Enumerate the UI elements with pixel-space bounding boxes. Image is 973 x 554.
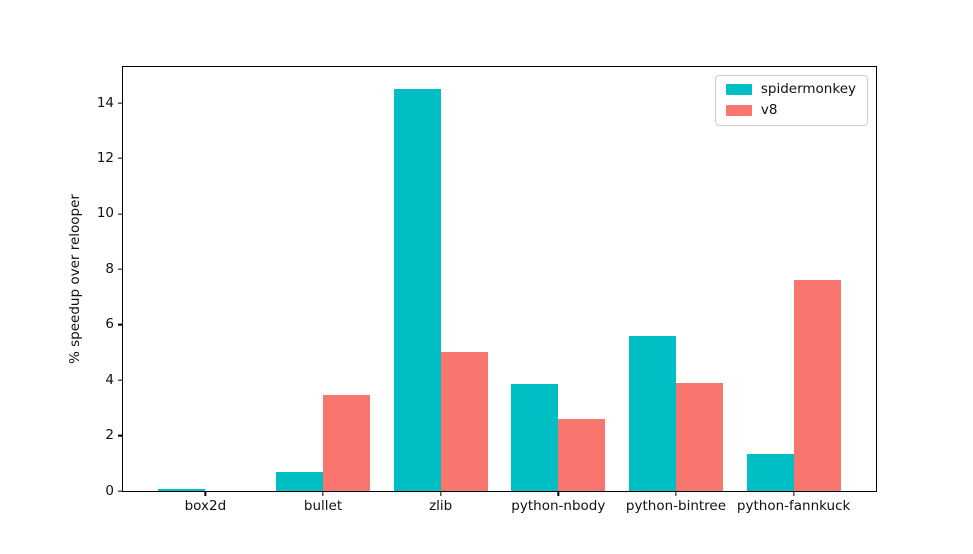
y-tick-mark [118, 102, 123, 104]
y-tick-mark [118, 213, 123, 215]
x-tick-label-python-fannkuck: python-fannkuck [736, 498, 851, 514]
bar-v8-python-nbody [558, 418, 606, 491]
bar-v8-python-fannkuck [793, 280, 841, 491]
bar-v8-zlib [440, 352, 488, 491]
bar-v8-python-bintree [675, 382, 724, 491]
y-tick-label: 12 [96, 149, 114, 166]
y-tick-label: 14 [96, 94, 114, 111]
bar-v8-bullet [323, 395, 371, 491]
bar-spidermonkey-python-fannkuck [746, 453, 794, 491]
y-tick-label: 0 [105, 482, 114, 499]
bar-spidermonkey-box2d [158, 488, 206, 491]
y-tick-label: 2 [105, 426, 114, 443]
bar-spidermonkey-zlib [393, 89, 441, 491]
y-tick-mark [118, 379, 123, 381]
y-tick-mark [118, 268, 123, 270]
plot-area: 0 2 4 6 8 10 12 14 box2d bullet zlib python-nbody p… [97, 66, 877, 513]
x-tick-mark [557, 491, 559, 496]
x-tick-label-box2d: box2d [184, 498, 227, 514]
bar-spidermonkey-python-bintree [628, 335, 676, 491]
y-tick-mark [118, 324, 123, 326]
y-tick-mark [118, 157, 123, 160]
x-tick-label-bullet: bullet [303, 498, 343, 514]
y-tick-label: 6 [105, 315, 114, 332]
x-tick-mark [440, 491, 442, 496]
legend-swatch-spidermonkey [725, 84, 752, 96]
x-tick-mark [792, 491, 795, 496]
x-tick-label-zlib: zlib [429, 498, 453, 514]
bar-spidermonkey-python-nbody [511, 384, 559, 491]
legend-label-v8: v8 [760, 101, 778, 118]
y-tick-label: 10 [96, 205, 114, 222]
x-tick-mark [675, 491, 677, 496]
legend: spidermonkey v8 [714, 75, 868, 126]
bar-spidermonkey-bullet [275, 471, 324, 491]
x-tick-label-python-nbody: python-nbody [511, 498, 606, 514]
x-tick-label-python-bintree: python-bintree [625, 498, 727, 514]
y-tick-label: 4 [105, 371, 114, 388]
y-tick-mark [118, 490, 123, 492]
y-tick-label: 8 [105, 260, 114, 277]
x-tick-mark [322, 491, 324, 496]
y-tick-mark [118, 434, 123, 437]
legend-label-spidermonkey: spidermonkey [760, 81, 856, 97]
legend-entry-spidermonkey: spidermonkey [725, 81, 856, 97]
x-tick-mark [204, 491, 207, 496]
legend-swatch-v8 [725, 104, 752, 116]
y-axis-label: % speedup over relooper [67, 194, 83, 364]
legend-entry-v8: v8 [725, 101, 856, 118]
